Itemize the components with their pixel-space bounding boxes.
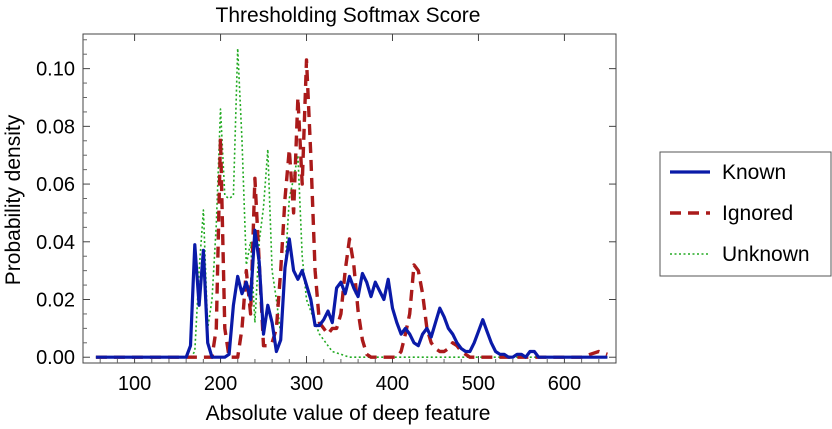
series-line-unknown: [95, 47, 608, 359]
x-tick-label: 100: [118, 373, 151, 395]
plot-frame: [82, 33, 617, 364]
axis-ticks: 100 200 300 400 500 600 0.00 0.02 0.04 0.06 0.08 0.…: [36, 34, 616, 395]
y-tick-label: 0.02: [36, 290, 75, 312]
x-tick-label: 300: [290, 373, 323, 395]
x-tick-label: 600: [548, 373, 581, 395]
y-tick-label: 0.00: [36, 347, 75, 369]
x-tick-label: 500: [462, 373, 495, 395]
plot-area: [82, 33, 617, 364]
y-axis-title: Probability density: [2, 114, 25, 285]
legend-label-unknown: Unknown: [722, 243, 810, 266]
series-line-known: [95, 228, 608, 359]
x-tick-label: 400: [376, 373, 409, 395]
y-tick-label: 0.04: [36, 232, 75, 254]
series-group: [95, 47, 608, 359]
x-tick-label: 200: [204, 373, 237, 395]
series-line-ignored: [95, 58, 608, 359]
legend: Known Ignored Unknown: [659, 151, 832, 277]
legend-label-known: Known: [722, 161, 786, 184]
chart-title: Thresholding Softmax Score: [216, 4, 481, 27]
y-tick-label: 0.10: [36, 59, 75, 81]
y-tick-label: 0.08: [36, 116, 75, 138]
x-axis-title: Absolute value of deep feature: [206, 402, 491, 425]
legend-label-ignored: Ignored: [722, 202, 793, 225]
y-tick-label: 0.06: [36, 174, 75, 196]
